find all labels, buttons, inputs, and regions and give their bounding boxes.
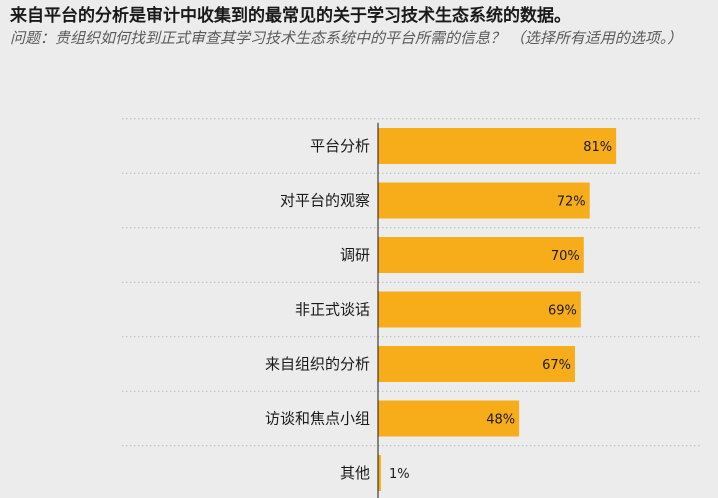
bar [378, 346, 575, 382]
bar [378, 455, 381, 491]
bars [378, 128, 617, 491]
value-label: 70% [551, 249, 580, 264]
bar [378, 237, 584, 273]
category-label: 访谈和焦点小组 [265, 410, 370, 428]
value-label: 72% [557, 195, 586, 210]
bar [378, 400, 520, 437]
gridlines [122, 118, 700, 447]
value-label: 81% [583, 140, 612, 155]
chart-question: 问题：贵组织如何找到正式审查其学习技术生态系统中的平台所需的信息？ （选择所有适… [10, 29, 683, 47]
chart-title: 来自平台的分析是审计中收集到的最常见的关于学习技术生态系统的数据。 [10, 6, 571, 26]
category-label: 非正式谈话 [295, 301, 370, 319]
category-label: 平台分析 [310, 137, 370, 155]
value-label: 48% [486, 413, 515, 428]
value-labels: 81% 72% 70% 69% 67% 48% 1% [389, 140, 612, 482]
value-label: 67% [542, 358, 571, 373]
category-label: 对平台的观察 [280, 192, 370, 210]
category-label: 调研 [340, 246, 370, 264]
value-label: 1% [389, 467, 410, 482]
category-label: 来自组织的分析 [265, 355, 370, 373]
bar [378, 291, 581, 328]
category-label: 其他 [340, 464, 370, 482]
value-label: 69% [548, 304, 577, 319]
bar [378, 182, 590, 219]
bar [378, 128, 617, 164]
